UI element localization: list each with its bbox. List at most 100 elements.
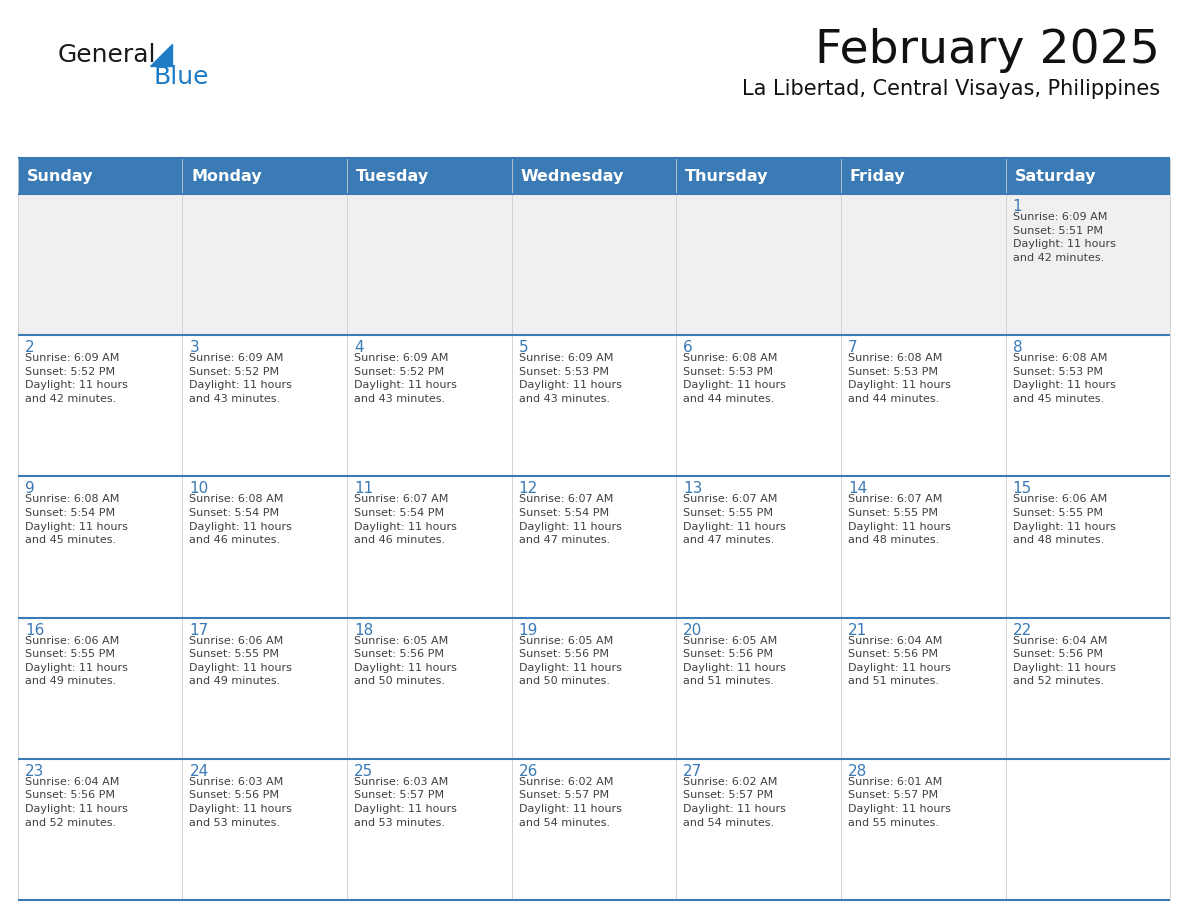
Bar <box>347 476 512 618</box>
Bar <box>676 759 841 900</box>
Text: February 2025: February 2025 <box>815 28 1159 73</box>
Text: Sunrise: 6:04 AM
Sunset: 5:56 PM
Daylight: 11 hours
and 52 minutes.: Sunrise: 6:04 AM Sunset: 5:56 PM Dayligh… <box>25 777 127 828</box>
Bar <box>676 335 841 476</box>
Text: Sunrise: 6:07 AM
Sunset: 5:54 PM
Daylight: 11 hours
and 47 minutes.: Sunrise: 6:07 AM Sunset: 5:54 PM Dayligh… <box>519 495 621 545</box>
Text: 15: 15 <box>1012 481 1032 497</box>
Text: Wednesday: Wednesday <box>520 169 624 184</box>
Bar <box>183 335 347 476</box>
Text: Sunrise: 6:09 AM
Sunset: 5:53 PM
Daylight: 11 hours
and 43 minutes.: Sunrise: 6:09 AM Sunset: 5:53 PM Dayligh… <box>519 353 621 404</box>
Text: Sunrise: 6:08 AM
Sunset: 5:54 PM
Daylight: 11 hours
and 45 minutes.: Sunrise: 6:08 AM Sunset: 5:54 PM Dayligh… <box>25 495 127 545</box>
Text: Sunrise: 6:05 AM
Sunset: 5:56 PM
Daylight: 11 hours
and 50 minutes.: Sunrise: 6:05 AM Sunset: 5:56 PM Dayligh… <box>519 635 621 687</box>
Bar <box>1005 194 1170 335</box>
Bar <box>183 194 347 335</box>
Text: La Libertad, Central Visayas, Philippines: La Libertad, Central Visayas, Philippine… <box>741 79 1159 99</box>
Text: 10: 10 <box>189 481 209 497</box>
Text: 23: 23 <box>25 764 44 778</box>
Polygon shape <box>150 44 172 66</box>
Text: 25: 25 <box>354 764 373 778</box>
Text: Thursday: Thursday <box>685 169 769 184</box>
Bar <box>841 476 1005 618</box>
Bar <box>18 158 183 194</box>
Text: 7: 7 <box>848 341 858 355</box>
Text: Sunrise: 6:07 AM
Sunset: 5:55 PM
Daylight: 11 hours
and 48 minutes.: Sunrise: 6:07 AM Sunset: 5:55 PM Dayligh… <box>848 495 950 545</box>
Text: Sunrise: 6:09 AM
Sunset: 5:52 PM
Daylight: 11 hours
and 43 minutes.: Sunrise: 6:09 AM Sunset: 5:52 PM Dayligh… <box>354 353 457 404</box>
Text: 22: 22 <box>1012 622 1032 638</box>
Text: 17: 17 <box>189 622 209 638</box>
Text: Sunrise: 6:07 AM
Sunset: 5:54 PM
Daylight: 11 hours
and 46 minutes.: Sunrise: 6:07 AM Sunset: 5:54 PM Dayligh… <box>354 495 457 545</box>
Text: 27: 27 <box>683 764 702 778</box>
Text: Saturday: Saturday <box>1015 169 1097 184</box>
Bar <box>347 158 512 194</box>
Bar <box>676 618 841 759</box>
Bar <box>18 618 183 759</box>
Text: 4: 4 <box>354 341 364 355</box>
Bar <box>512 759 676 900</box>
Text: 8: 8 <box>1012 341 1022 355</box>
Text: 28: 28 <box>848 764 867 778</box>
Bar <box>183 476 347 618</box>
Bar <box>347 194 512 335</box>
Bar <box>512 476 676 618</box>
Bar <box>183 759 347 900</box>
Text: Sunrise: 6:05 AM
Sunset: 5:56 PM
Daylight: 11 hours
and 50 minutes.: Sunrise: 6:05 AM Sunset: 5:56 PM Dayligh… <box>354 635 457 687</box>
Bar <box>18 759 183 900</box>
Text: 13: 13 <box>683 481 702 497</box>
Text: Sunrise: 6:04 AM
Sunset: 5:56 PM
Daylight: 11 hours
and 51 minutes.: Sunrise: 6:04 AM Sunset: 5:56 PM Dayligh… <box>848 635 950 687</box>
Text: 16: 16 <box>25 622 44 638</box>
Bar <box>676 194 841 335</box>
Text: Monday: Monday <box>191 169 263 184</box>
Text: Sunday: Sunday <box>27 169 94 184</box>
Text: 20: 20 <box>683 622 702 638</box>
Bar <box>347 335 512 476</box>
Bar <box>841 158 1005 194</box>
Bar <box>183 618 347 759</box>
Bar <box>512 158 676 194</box>
Bar <box>183 158 347 194</box>
Text: 24: 24 <box>189 764 209 778</box>
Text: Sunrise: 6:08 AM
Sunset: 5:53 PM
Daylight: 11 hours
and 44 minutes.: Sunrise: 6:08 AM Sunset: 5:53 PM Dayligh… <box>683 353 786 404</box>
Text: Sunrise: 6:03 AM
Sunset: 5:56 PM
Daylight: 11 hours
and 53 minutes.: Sunrise: 6:03 AM Sunset: 5:56 PM Dayligh… <box>189 777 292 828</box>
Bar <box>347 759 512 900</box>
Text: Sunrise: 6:08 AM
Sunset: 5:53 PM
Daylight: 11 hours
and 45 minutes.: Sunrise: 6:08 AM Sunset: 5:53 PM Dayligh… <box>1012 353 1116 404</box>
Bar <box>1005 158 1170 194</box>
Text: Sunrise: 6:02 AM
Sunset: 5:57 PM
Daylight: 11 hours
and 54 minutes.: Sunrise: 6:02 AM Sunset: 5:57 PM Dayligh… <box>519 777 621 828</box>
Text: Sunrise: 6:03 AM
Sunset: 5:57 PM
Daylight: 11 hours
and 53 minutes.: Sunrise: 6:03 AM Sunset: 5:57 PM Dayligh… <box>354 777 457 828</box>
Bar <box>18 194 183 335</box>
Text: Sunrise: 6:05 AM
Sunset: 5:56 PM
Daylight: 11 hours
and 51 minutes.: Sunrise: 6:05 AM Sunset: 5:56 PM Dayligh… <box>683 635 786 687</box>
Text: 14: 14 <box>848 481 867 497</box>
Text: 3: 3 <box>189 341 200 355</box>
Bar <box>512 618 676 759</box>
Bar <box>841 335 1005 476</box>
Text: Sunrise: 6:04 AM
Sunset: 5:56 PM
Daylight: 11 hours
and 52 minutes.: Sunrise: 6:04 AM Sunset: 5:56 PM Dayligh… <box>1012 635 1116 687</box>
Text: Friday: Friday <box>849 169 905 184</box>
Bar <box>841 618 1005 759</box>
Text: Sunrise: 6:09 AM
Sunset: 5:52 PM
Daylight: 11 hours
and 42 minutes.: Sunrise: 6:09 AM Sunset: 5:52 PM Dayligh… <box>25 353 127 404</box>
Text: Sunrise: 6:02 AM
Sunset: 5:57 PM
Daylight: 11 hours
and 54 minutes.: Sunrise: 6:02 AM Sunset: 5:57 PM Dayligh… <box>683 777 786 828</box>
Bar <box>347 618 512 759</box>
Bar <box>676 476 841 618</box>
Bar <box>841 759 1005 900</box>
Text: 2: 2 <box>25 341 34 355</box>
Text: 19: 19 <box>519 622 538 638</box>
Text: General: General <box>58 43 157 67</box>
Text: Blue: Blue <box>154 65 209 89</box>
Text: Sunrise: 6:07 AM
Sunset: 5:55 PM
Daylight: 11 hours
and 47 minutes.: Sunrise: 6:07 AM Sunset: 5:55 PM Dayligh… <box>683 495 786 545</box>
Text: 1: 1 <box>1012 199 1022 214</box>
Text: 9: 9 <box>25 481 34 497</box>
Text: Sunrise: 6:06 AM
Sunset: 5:55 PM
Daylight: 11 hours
and 49 minutes.: Sunrise: 6:06 AM Sunset: 5:55 PM Dayligh… <box>189 635 292 687</box>
Text: 18: 18 <box>354 622 373 638</box>
Bar <box>1005 618 1170 759</box>
Text: Sunrise: 6:06 AM
Sunset: 5:55 PM
Daylight: 11 hours
and 48 minutes.: Sunrise: 6:06 AM Sunset: 5:55 PM Dayligh… <box>1012 495 1116 545</box>
Bar <box>1005 476 1170 618</box>
Text: 6: 6 <box>683 341 693 355</box>
Text: Sunrise: 6:08 AM
Sunset: 5:54 PM
Daylight: 11 hours
and 46 minutes.: Sunrise: 6:08 AM Sunset: 5:54 PM Dayligh… <box>189 495 292 545</box>
Bar <box>676 158 841 194</box>
Bar <box>1005 759 1170 900</box>
Text: 12: 12 <box>519 481 538 497</box>
Bar <box>1005 335 1170 476</box>
Text: Sunrise: 6:01 AM
Sunset: 5:57 PM
Daylight: 11 hours
and 55 minutes.: Sunrise: 6:01 AM Sunset: 5:57 PM Dayligh… <box>848 777 950 828</box>
Bar <box>512 194 676 335</box>
Bar <box>18 335 183 476</box>
Text: 5: 5 <box>519 341 529 355</box>
Text: Sunrise: 6:09 AM
Sunset: 5:51 PM
Daylight: 11 hours
and 42 minutes.: Sunrise: 6:09 AM Sunset: 5:51 PM Dayligh… <box>1012 212 1116 263</box>
